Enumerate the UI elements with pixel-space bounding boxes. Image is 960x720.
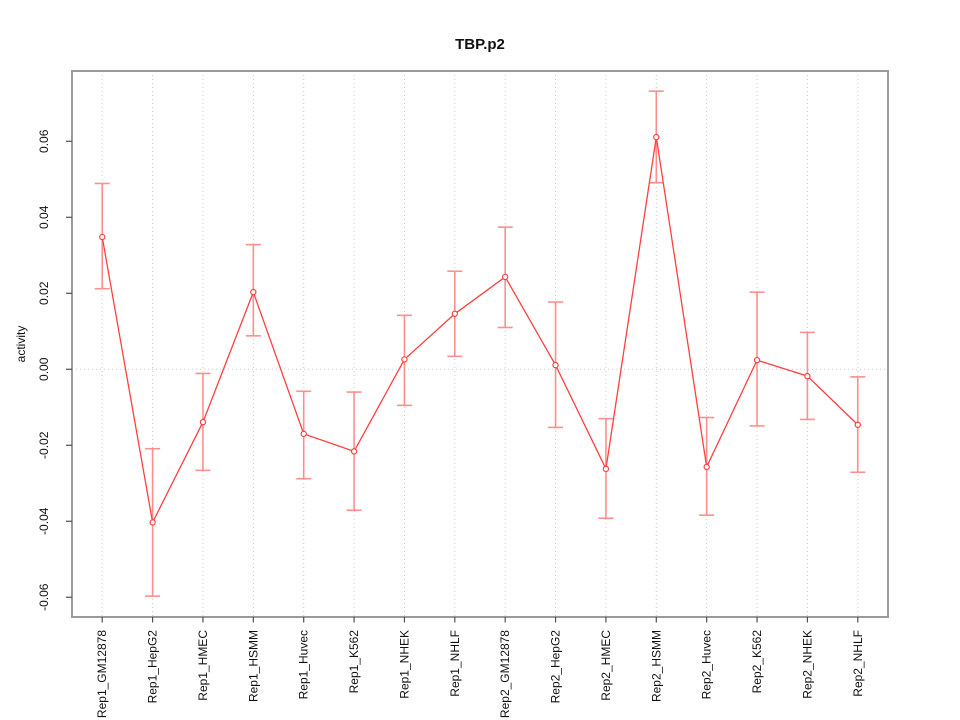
plot-frame [71,70,889,618]
x-tick-label: Rep2_Huvec [700,630,714,699]
x-tick-label: Rep2_HSMM [649,630,663,702]
x-tick-label: Rep1_HSMM [246,630,260,702]
data-point [653,133,660,141]
data-point [350,448,358,455]
x-tick-label: Rep1_NHEK [397,630,411,699]
series-line [101,137,859,525]
data-point [199,418,207,426]
data-point [753,356,761,364]
x-tick-label: Rep1_NHLF [448,630,462,697]
y-tick-label: 0.00 [37,357,51,381]
data-point [250,288,257,296]
x-tick-label: Rep2_K562 [750,630,764,694]
y-tick-label: 0.02 [37,281,51,305]
y-tick-label: 0.06 [37,129,51,153]
x-tick-label: Rep2_HepG2 [549,630,563,704]
x-tick-label: Rep1_Huvec [297,630,311,699]
data-point [501,273,509,281]
x-tick-label: Rep2_NHEK [800,630,814,699]
data-point [602,465,610,473]
y-axis-title: activity [14,326,28,363]
x-tick-label: Rep2_HMEC [599,630,613,701]
chart-layer: Rep1_GM12878 Rep1_HepG2 Rep1_HMEC Rep1_HSMM… [37,70,889,718]
y-tick-label: -0.04 [37,507,51,535]
data-point [552,361,559,369]
y-tick-label: -0.06 [37,583,51,611]
x-tick-label: Rep1_HMEC [196,630,210,701]
data-point [703,463,710,471]
data-point [804,372,811,380]
data-point [149,519,156,526]
data-point [451,310,459,317]
x-tick-label: Rep1_K562 [347,630,361,694]
x-tick-label: Rep1_GM12878 [95,630,109,718]
x-tick-label: Rep1_HepG2 [146,630,160,704]
data-point [401,356,408,363]
data-point [99,233,106,241]
y-tick-label: 0.04 [37,205,51,229]
x-tick-label: Rep2_NHLF [851,630,865,697]
x-tick-label: Rep2_GM12878 [498,630,512,718]
data-point [854,421,861,428]
data-point [300,430,307,438]
y-tick-label: -0.02 [37,431,51,459]
chart-title: TBP.p2 [455,36,505,53]
